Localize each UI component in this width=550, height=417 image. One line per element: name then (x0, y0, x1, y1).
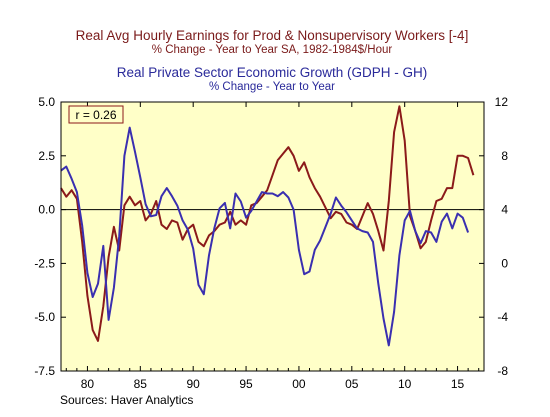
x-tick-label: 05 (345, 377, 359, 391)
plot-background (61, 102, 484, 371)
y-right-tick-label: 12 (495, 95, 509, 109)
y-left-tick-label: -2.5 (34, 256, 55, 270)
x-tick-label: 90 (187, 377, 201, 391)
series-line-gdp (60, 126, 470, 347)
y-left-tick-label: -5.0 (34, 310, 55, 324)
chart-title-gdp: Real Private Sector Economic Growth (GDP… (117, 65, 428, 80)
y-right-tick-label: 0 (501, 256, 508, 270)
y-left-tick-label: 5.0 (38, 95, 55, 109)
y-right-tick-label: -8 (497, 364, 508, 378)
source-label: Sources: Haver Analytics (60, 393, 193, 407)
x-tick-label: 15 (451, 377, 465, 391)
plot-area: 80 85 90 95 00 05 10 155.02.50.0-2.5-5.0-7.5128… (34, 95, 508, 391)
correlation-box (68, 105, 124, 124)
y-right-tick-label: -4 (497, 310, 508, 324)
x-tick-label: 10 (398, 377, 412, 391)
chart-title-earnings: Real Avg Hourly Earnings for Prod & Nons… (76, 28, 469, 43)
chart-subtitle-gdp: % Change - Year to Year (209, 81, 335, 93)
y-right-tick-label: 8 (501, 149, 508, 163)
correlation-annotation: r = 0.26 (75, 108, 116, 122)
y-right-tick-label: 4 (501, 203, 508, 217)
x-tick-label: 80 (81, 377, 95, 391)
plot-frame (60, 101, 485, 372)
y-left-tick-label: 2.5 (38, 149, 55, 163)
x-tick-label: 85 (134, 377, 148, 391)
series-line-earnings (60, 105, 475, 342)
chart-subtitle-earnings: % Change - Year to Year SA, 1982-1984$/H… (152, 44, 393, 56)
y-left-tick-label: -7.5 (34, 364, 55, 378)
x-tick-label: 00 (292, 377, 306, 391)
y-left-tick-label: 0.0 (38, 203, 55, 217)
x-tick-label: 95 (239, 377, 253, 391)
